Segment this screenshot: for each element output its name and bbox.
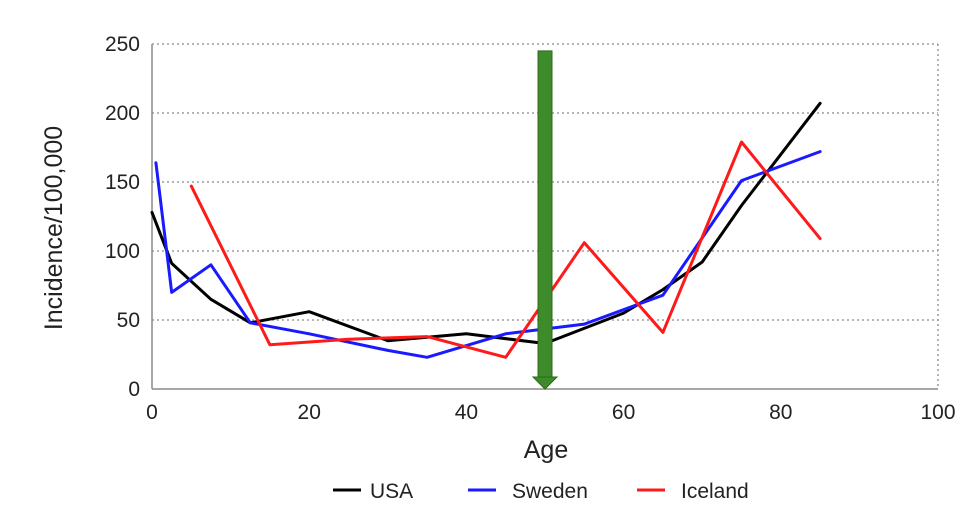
x-tick-label: 100	[920, 401, 955, 424]
x-axis-title: Age	[524, 436, 568, 464]
y-tick-label: 100	[105, 240, 140, 263]
x-tick-label: 20	[298, 401, 321, 424]
legend-label: Sweden	[512, 480, 588, 503]
legend-label: USA	[370, 480, 413, 503]
y-tick-label: 250	[105, 33, 140, 56]
y-tick-label: 200	[105, 102, 140, 125]
series-line-usa	[150, 101, 822, 345]
series-line-iceland	[189, 140, 822, 359]
legend-item-iceland: Iceland	[637, 480, 749, 503]
arrow-shaft	[537, 50, 553, 378]
arrow-head	[531, 376, 559, 390]
y-tick-label: 50	[117, 309, 140, 332]
annotation-layer	[531, 50, 559, 390]
x-tick-label: 80	[769, 401, 792, 424]
y-tick-label: 150	[105, 171, 140, 194]
y-tick-label: 0	[128, 378, 140, 401]
legend: USA Sweden Iceland	[333, 480, 749, 503]
down-arrow-annotation	[531, 50, 559, 390]
x-tick-label: 0	[146, 401, 158, 424]
legend-item-sweden: Sweden	[468, 480, 588, 503]
legend-item-usa: USA	[333, 480, 413, 503]
x-tick-label: 40	[455, 401, 478, 424]
tick-labels: 0 50 100 150 200 250 0 20 40 60 80 100	[105, 33, 956, 424]
legend-label: Iceland	[681, 480, 749, 503]
series-layer	[150, 101, 822, 359]
x-tick-label: 60	[612, 401, 635, 424]
y-axis-title: Incidence/100,000	[40, 126, 68, 330]
grid	[152, 43, 938, 321]
series-line-sweden	[154, 150, 822, 359]
